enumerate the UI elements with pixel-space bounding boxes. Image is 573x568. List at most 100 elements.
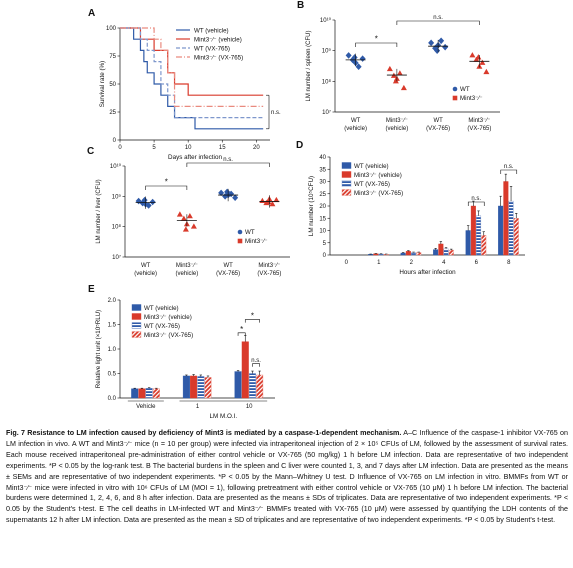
legend-label-d: Mint3⁻⁄⁻ (VX-765)	[354, 190, 403, 197]
data-point	[182, 226, 189, 232]
legend-label-e: WT (vehicle)	[144, 305, 179, 312]
x-tick-label-a: 20	[253, 145, 260, 151]
sig-bracket	[355, 42, 398, 47]
panel-d: D 0 5 10 15 20 25 30 35 40 0 1 2 4 6 8 Hours after infec…	[296, 140, 525, 276]
data-point	[483, 68, 490, 75]
group-label: (VX-765)	[467, 126, 491, 132]
group-label: (VX-765)	[426, 126, 450, 132]
y-tick-label: 25	[319, 192, 326, 198]
legend-label: Mint3⁻⁄⁻	[245, 238, 268, 245]
figure-caption: Fig. 7 Resistance to LM infection caused…	[6, 428, 568, 526]
y-tick-label-a: 25	[109, 110, 116, 116]
legend-swatch-e	[131, 313, 142, 320]
group-label: (vehicle)	[386, 126, 409, 132]
bar	[248, 373, 256, 399]
data-point	[475, 54, 482, 60]
bar	[197, 376, 205, 399]
y-tick-label-a: 75	[109, 54, 116, 60]
ns-label-d: n.s.	[504, 164, 514, 170]
data-point	[469, 52, 476, 58]
legend-label-d: Mint3⁻⁄⁻ (vehicle)	[354, 172, 402, 179]
ns-bracket-d	[467, 201, 485, 206]
y-tick-label: 10¹⁰	[110, 163, 122, 170]
bar	[513, 218, 519, 256]
y-tick-label: 10⁷	[112, 254, 121, 261]
x-tick-label: 4	[442, 260, 446, 266]
bar	[182, 375, 190, 399]
legend-swatch	[452, 86, 458, 92]
bar	[481, 235, 487, 256]
legend-swatch-d	[341, 180, 352, 187]
data-point	[228, 190, 235, 198]
y-tick-label: 10⁸	[322, 78, 332, 85]
bar	[433, 249, 439, 256]
y-tick-label: 15	[319, 216, 326, 222]
bar	[204, 377, 212, 399]
data-point	[428, 39, 435, 47]
legend-label-e: WT (VX-765)	[144, 323, 180, 330]
bar	[405, 251, 411, 256]
y-tick-label: 10	[319, 229, 326, 235]
sig-star: *	[375, 35, 378, 44]
legend-label-a: WT (VX-765)	[194, 45, 230, 52]
survival-line-3	[120, 27, 264, 107]
ns-bracket-e	[252, 363, 260, 367]
x-tick-label-moi1: 1	[196, 404, 200, 410]
bar	[234, 371, 242, 399]
y-axis-label: LM number / spleen (CFU)	[306, 30, 312, 101]
y-tick-label-a: 50	[109, 82, 116, 88]
legend-label: WT	[460, 86, 470, 93]
data-point	[232, 194, 239, 202]
bar	[190, 375, 198, 399]
bar	[368, 254, 374, 256]
ns-bracket	[186, 162, 270, 167]
panel-b: B 10⁷ 10⁸ 10⁹ 10¹⁰ LM number / spleen (CFU) WT…	[297, 0, 500, 132]
legend-swatch-e	[131, 331, 142, 338]
data-point	[442, 43, 449, 51]
x-tick-label: 6	[475, 260, 479, 266]
legend-label-e: Mint3⁻⁄⁻ (VX-765)	[144, 332, 193, 339]
ns-bracket	[396, 20, 480, 25]
sig-bracket-e	[244, 319, 260, 323]
x-tick-label: 8	[507, 260, 511, 266]
data-point	[259, 197, 266, 204]
ns-bracket-d	[500, 169, 518, 174]
legend-swatch	[452, 95, 458, 101]
legend-label: Mint3⁻⁄⁻	[460, 95, 483, 102]
panel-label-c: C	[87, 146, 94, 157]
panel-label-a: A	[88, 8, 95, 19]
sig-star-e: *	[251, 312, 254, 321]
x-tick-label-a: 5	[152, 145, 156, 151]
ns-label-e: n.s.	[251, 358, 261, 364]
bar	[508, 200, 514, 256]
sig-bracket-e	[237, 332, 246, 336]
bar	[152, 388, 160, 399]
moi-title: LM M.O.I.	[210, 413, 238, 420]
x-tick-label: 2	[410, 260, 414, 266]
legend-swatch	[237, 238, 243, 244]
sig-star-e: *	[240, 325, 243, 334]
bar	[465, 230, 471, 256]
ns-label-a: n.s.	[271, 110, 281, 116]
legend-label: WT	[245, 229, 255, 236]
group-label: WT	[433, 118, 443, 124]
y-tick-label: 2.0	[108, 298, 117, 304]
y-tick-label: 1.5	[108, 323, 117, 329]
legend-label-e: Mint3⁻⁄⁻ (vehicle)	[144, 314, 192, 321]
bar	[498, 205, 504, 256]
bar	[443, 248, 449, 256]
data-point	[386, 65, 393, 72]
panel-label-d: D	[296, 140, 303, 151]
group-label: Mint3⁻⁄⁻	[258, 263, 280, 269]
y-tick-label: 0.0	[108, 396, 117, 402]
data-point	[273, 196, 280, 203]
bar	[438, 243, 444, 256]
y-tick-label-a: 100	[106, 26, 117, 32]
legend-label-d: WT (vehicle)	[354, 163, 389, 170]
data-point	[438, 37, 445, 45]
group-label: (VX-765)	[257, 271, 281, 277]
group-label: (VX-765)	[216, 271, 240, 277]
panel-e: E 0.0 0.5 1.0 1.5 2.0 Relative light unit (×10…	[88, 284, 275, 420]
data-point	[135, 197, 142, 205]
